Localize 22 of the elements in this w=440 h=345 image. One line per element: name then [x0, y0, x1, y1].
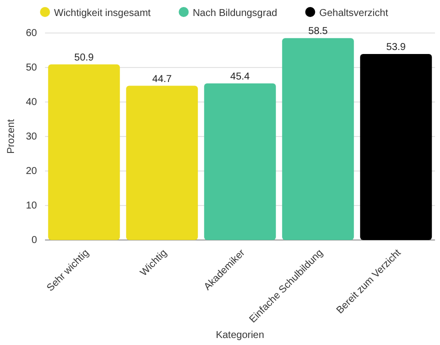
legend-label: Gehaltsverzicht — [319, 8, 388, 19]
data-label: 50.9 — [74, 52, 94, 64]
data-label: 53.9 — [386, 42, 406, 54]
bar — [282, 38, 354, 240]
bar — [360, 54, 432, 240]
bar — [126, 86, 198, 240]
bar — [48, 64, 120, 240]
x-axis-title: Kategorien — [216, 330, 264, 341]
data-label: 44.7 — [152, 74, 172, 85]
y-tick-label: 30 — [26, 132, 38, 143]
y-tick-label: 50 — [26, 62, 38, 74]
y-axis-title: Prozent — [6, 119, 17, 154]
y-tick-label: 10 — [26, 200, 38, 212]
data-label: 58.5 — [308, 26, 328, 38]
legend-label: Wichtigkeit insgesamt — [54, 8, 151, 19]
y-tick-label: 20 — [26, 166, 38, 178]
legend-label: Nach Bildungsgrad — [192, 8, 278, 19]
bar — [204, 83, 276, 240]
y-tick-label: 60 — [26, 28, 38, 40]
y-tick-label: 0 — [31, 235, 38, 246]
data-label: 45.4 — [230, 71, 250, 82]
y-tick-label: 40 — [26, 97, 38, 108]
